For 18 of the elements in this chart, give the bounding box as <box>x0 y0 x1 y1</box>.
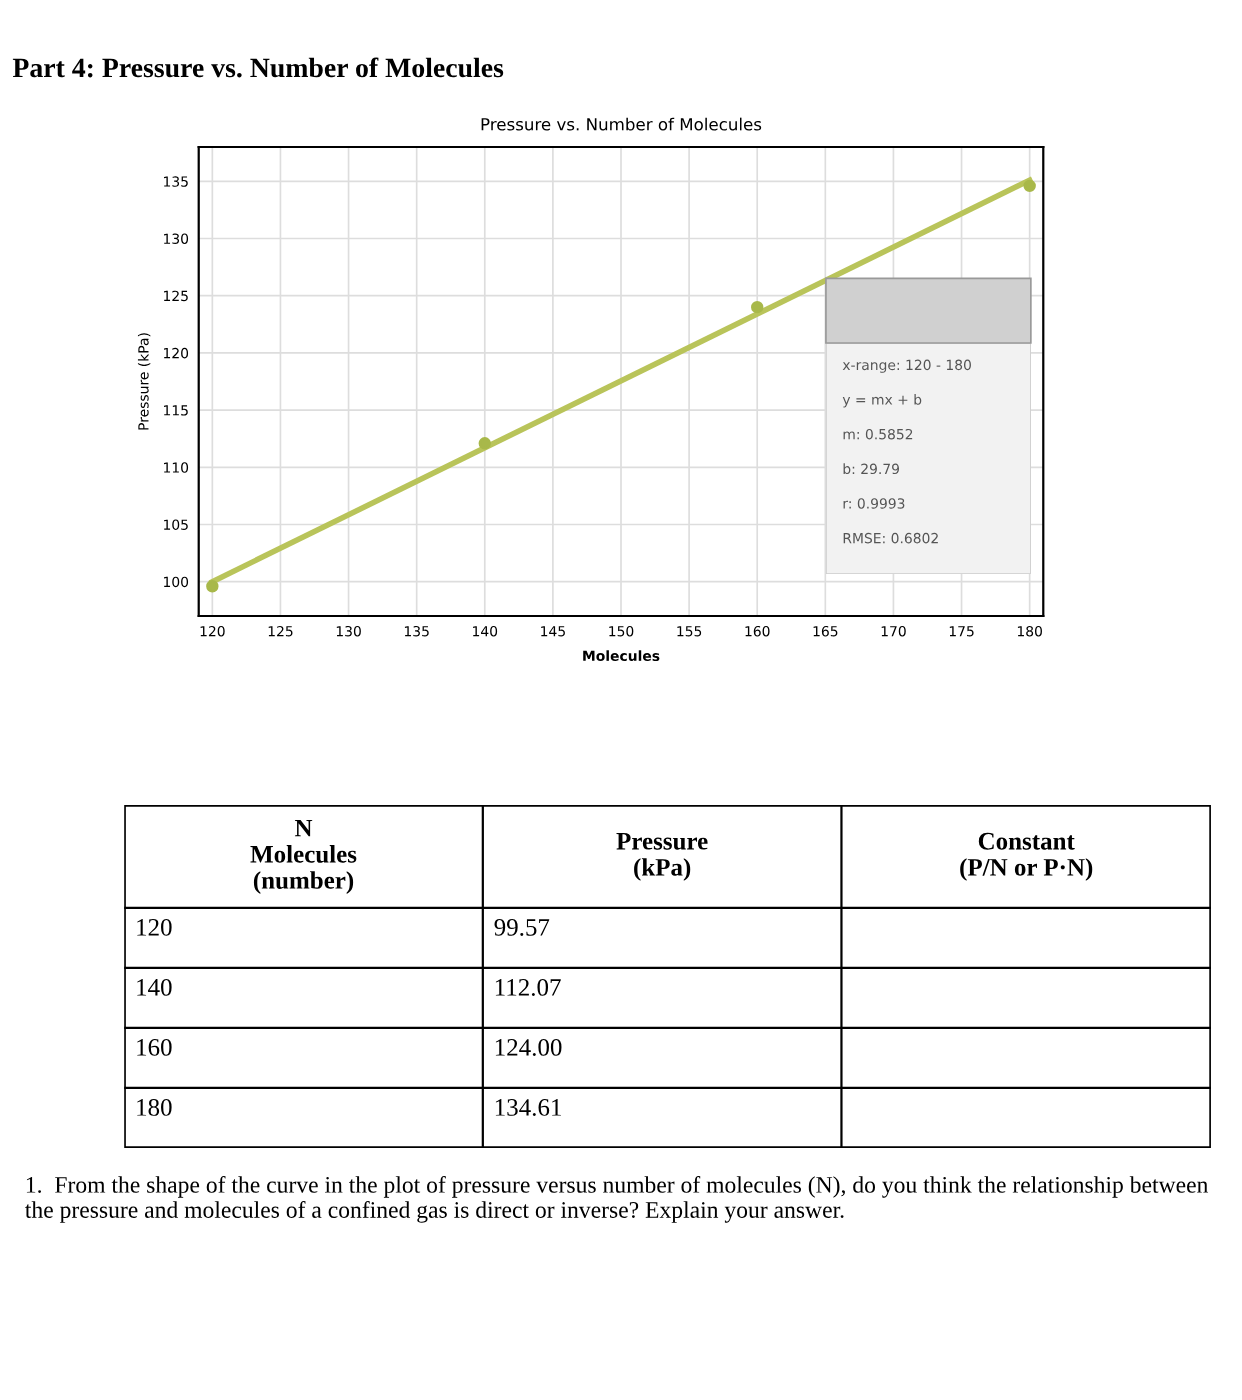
text: 99.57 <box>494 918 550 936</box>
chart-subtitle: Pressure vs. Number of Molecules <box>481 117 762 131</box>
text: 124.00 <box>495 1038 562 1056</box>
text: 134.61 <box>495 1099 561 1116</box>
point <box>751 300 764 314</box>
text: 120 <box>137 918 172 936</box>
chart-title: Part 4: Pressure vs. Number of Molecules <box>12 57 504 78</box>
point <box>478 437 491 450</box>
text: 140 <box>137 978 172 996</box>
text: N Molecules (number) <box>250 819 357 894</box>
point <box>1023 179 1036 193</box>
text: 112.07 <box>495 978 561 996</box>
point <box>206 580 219 593</box>
text: 180 <box>137 1098 172 1116</box>
text: 160 <box>137 1038 172 1056</box>
text: 1. From the shape of the curve in the plot of pressure versus number of molecules (N), do you think the relationship between the pressure and molecules of a confined gas is direct or inverse? Explain your answer. <box>25 1176 1209 1223</box>
text: Pressure (kPa) <box>616 833 708 881</box>
text: Constant (P/N or P·N) <box>960 832 1093 881</box>
